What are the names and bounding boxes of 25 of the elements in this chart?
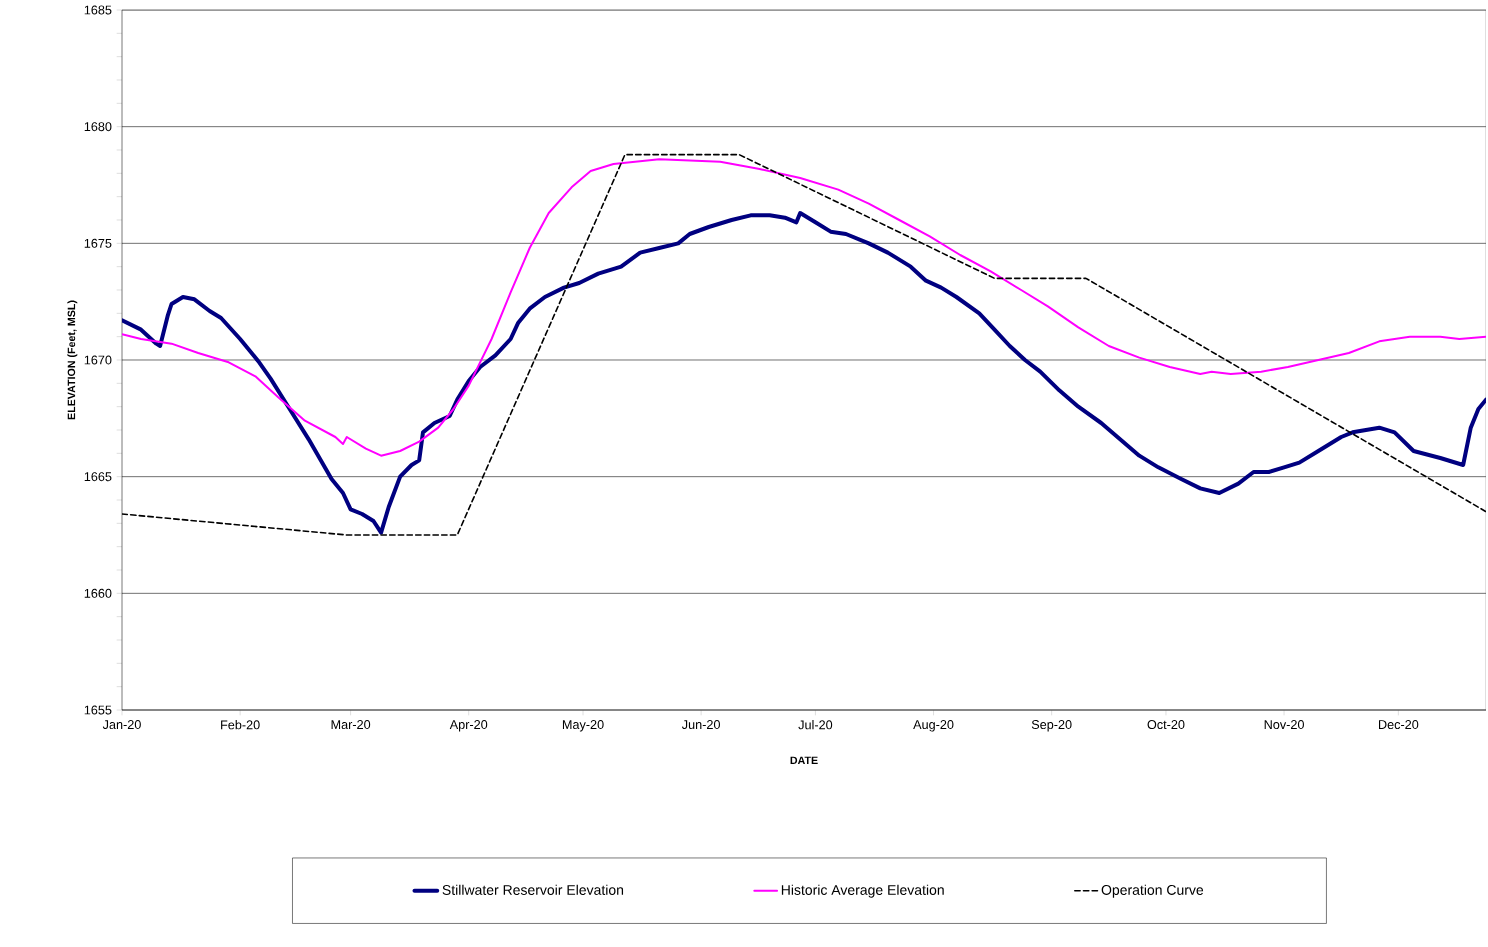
x-tick-label: Nov-20 <box>1264 720 1304 730</box>
x-tick-label: Feb-20 <box>221 720 260 730</box>
y-tick-label: 1680 <box>84 122 112 132</box>
x-tick-label: Jan-20 <box>102 720 141 730</box>
x-tick-label: Jul-20 <box>798 720 833 730</box>
legend-label: Stillwater Reservoir Elevation <box>442 884 624 895</box>
x-tick-label: Aug-20 <box>913 720 954 732</box>
y-tick-label: 1685 <box>84 5 112 15</box>
y-tick-label: 1665 <box>84 472 112 482</box>
y-axis-title: ELEVATION (Feet, MSL) <box>67 300 78 420</box>
x-tick-label: Jun-20 <box>681 720 720 730</box>
x-tick-label: May-20 <box>562 720 604 732</box>
y-tick-label: 1655 <box>84 705 112 715</box>
line-series <box>122 158 1486 457</box>
y-tick-label: 1660 <box>84 588 112 598</box>
x-tick-label: Sep-20 <box>1031 720 1072 732</box>
x-tick-label: Oct-20 <box>1147 720 1185 730</box>
y-tick-label: 1670 <box>84 355 112 365</box>
x-tick-label: Dec-20 <box>1379 720 1419 730</box>
legend-label: Operation Curve <box>1101 884 1204 898</box>
x-tick-label: Apr-20 <box>449 720 488 732</box>
x-tick-label: Mar-20 <box>331 720 371 730</box>
y-tick-label: 1675 <box>84 238 112 248</box>
x-axis-title: DATE <box>790 756 818 765</box>
legend-label: Historic Average Elevation <box>781 884 944 898</box>
